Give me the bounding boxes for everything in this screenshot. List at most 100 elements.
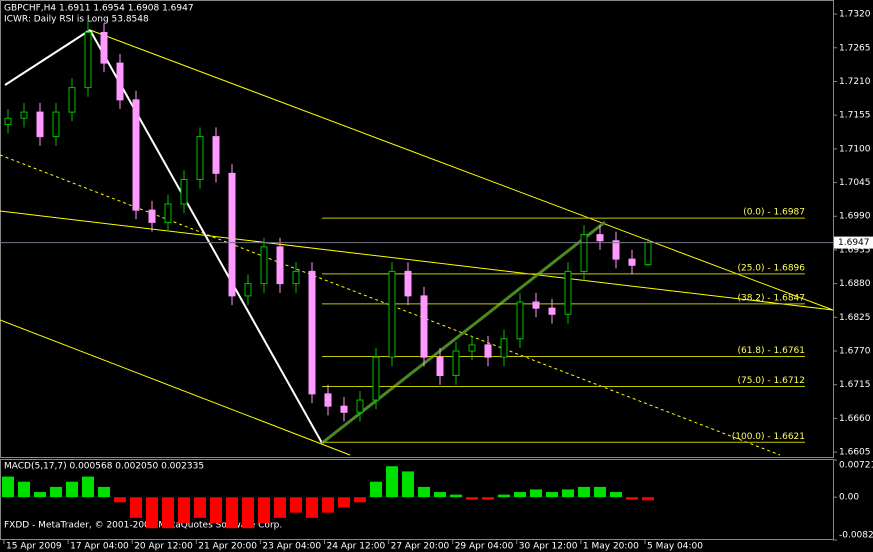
y-tick-label: 1.6605 [839,448,871,458]
x-tick-label: 17 Apr 04:00 [70,542,129,552]
candle-body [532,301,540,309]
bar [146,497,158,529]
bar [50,486,62,498]
candle-body [308,270,316,395]
candle-body [372,356,380,401]
candle-body [548,307,556,315]
y-tick-label: 1.6770 [839,347,871,357]
bar [34,492,46,498]
bar [370,481,382,498]
candle-body [404,270,412,297]
candle-body [388,270,396,358]
bar [322,497,334,513]
candle-body [612,240,620,260]
candle-body [420,295,428,358]
candle-body [260,246,268,285]
y-tick-label: 0.00721 [839,461,873,471]
bar [546,492,558,498]
macd-frame [0,459,834,540]
trendline [4,29,91,86]
trendline [0,319,351,456]
bar [530,489,542,498]
candle-body [20,111,28,119]
candle-body [52,111,60,138]
fib-label: (0.0) - 1.6987 [743,208,805,218]
bar [434,492,446,498]
candle-body [484,344,492,358]
candle-body [164,203,172,223]
price-label: 1.6947 [838,238,870,248]
x-tick-label: 23 Apr 04:00 [262,542,321,552]
x-tick-label: 24 Apr 12:00 [327,542,386,552]
candle-body [644,242,652,266]
main-frame [0,0,834,458]
bar [514,492,526,498]
candle-body [196,136,204,180]
candle-body [564,270,572,315]
y-tick-label: 1.7155 [839,111,871,121]
y-tick-label: 1.7100 [839,144,871,154]
candle-body [452,350,460,377]
x-tick-label: 21 Apr 20:00 [198,542,257,552]
x-tick-label: 20 Apr 12:00 [134,542,193,552]
y-tick-label: 1.6935 [839,245,871,255]
candle-body [212,136,220,174]
x-tick-label: 27 Apr 20:00 [391,542,450,552]
candle-body [292,270,300,285]
candle-body [244,283,252,297]
candle-body [68,87,76,113]
x-tick-label: 5 May 04:00 [647,542,703,552]
bar [386,466,398,498]
bar [418,486,430,498]
bar [242,497,254,529]
bar [450,494,462,498]
bar [578,486,590,498]
trendline [0,154,781,456]
bar [114,497,126,503]
candle-body [116,62,124,101]
y-tick-label: 0.00 [839,493,859,503]
bar [18,481,30,498]
y-tick-label: 1.7045 [839,178,871,188]
y-tick-label: 1.7265 [839,43,871,53]
fib-label: (25.0) - 1.6896 [737,263,805,273]
trendline [89,29,323,444]
bar [66,481,78,498]
candle-body [436,356,444,377]
subtitle: ICWR: Daily RSI is Long 53.8548 [4,15,149,25]
candle-body [324,393,332,407]
candle-body [500,338,508,358]
price-box [834,236,873,249]
bar [178,497,190,524]
bar [626,497,638,500]
bar [594,486,606,498]
y-tick-label: 1.6715 [839,380,871,390]
candle-body [628,258,636,266]
bar [162,497,174,529]
bar [258,497,270,524]
candle-body [356,399,364,413]
bar [338,497,350,508]
fib-label: (75.0) - 1.6712 [737,376,805,386]
bar [2,476,14,498]
y-tick-label: -0.00829 [839,531,873,541]
trendline [0,210,834,311]
y-tick-label: 1.6825 [839,313,871,323]
bar [226,497,238,529]
bar [466,497,478,500]
bar [194,497,206,518]
bar [498,494,510,498]
candle-body [84,31,92,89]
candle-body [340,405,348,413]
x-tick-label: 15 Apr 2009 [6,542,62,552]
fib-label: (38.2) - 1.6847 [737,293,805,303]
bar [306,497,318,518]
bar [402,471,414,498]
candle-body [36,111,44,138]
bar [130,497,142,518]
bar [642,497,654,501]
bar [482,497,494,500]
candle-body [148,209,156,223]
candle-body [180,178,188,205]
